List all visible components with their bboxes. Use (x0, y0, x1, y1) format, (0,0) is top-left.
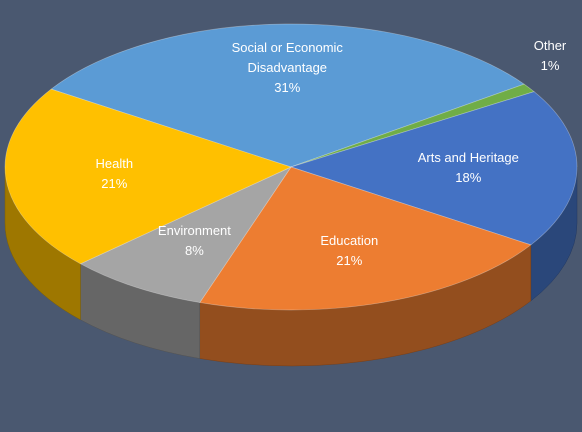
slice (290, 83, 535, 168)
slice-label: Social or Economic Disadvantage (231, 40, 343, 76)
slice (289, 91, 578, 246)
slice-label: Environment (157, 223, 231, 239)
slice (4, 88, 292, 265)
value-label: 31% (274, 80, 301, 96)
slice-label: Arts and Heritage (417, 149, 519, 165)
value-label: 8% (185, 243, 204, 259)
slice-label: Other (533, 38, 567, 53)
slice-label: Health (95, 156, 134, 172)
slice (79, 166, 292, 303)
value-label: 21% (336, 252, 363, 268)
slice (199, 166, 532, 311)
value-label: 1% (540, 58, 560, 73)
value-label: 18% (455, 169, 482, 185)
slice (50, 23, 525, 168)
value-label: 21% (101, 176, 128, 192)
slice-label: Education (320, 232, 379, 248)
